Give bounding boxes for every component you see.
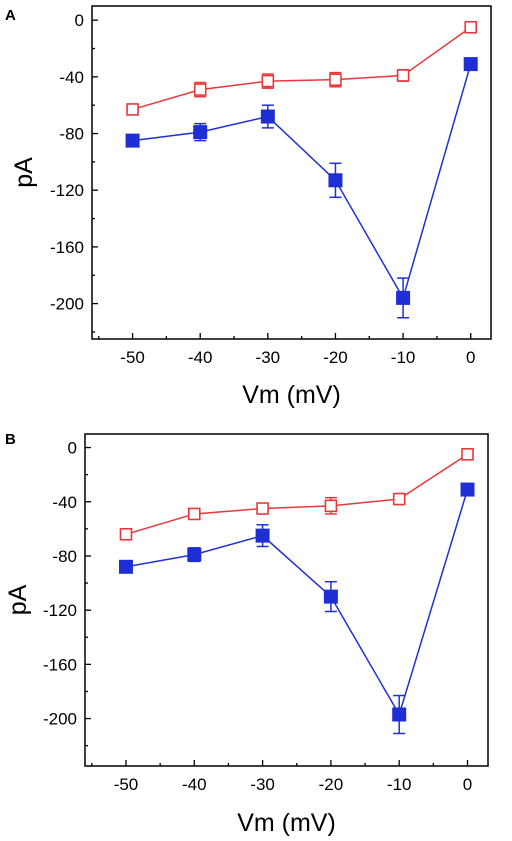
chart-b-open-series-point [256, 502, 269, 515]
chart-b-filled-series-point [118, 559, 133, 574]
chart-b-x-tick-label: -10 [387, 775, 412, 794]
chart-a-y-tick-label: -40 [59, 68, 84, 87]
chart-a-svg: A 0 -40 -80 -120 -160 -200 -50 -40 -30 -20 -10 0 Vm (… [5, 5, 492, 409]
chart-b-y-tick-label: -200 [43, 710, 77, 729]
chart-a-x-axis-title: Vm (mV) [242, 381, 341, 409]
chart-a-filled-series-point [328, 173, 343, 188]
chart-a-y-tick-label: -120 [50, 181, 84, 200]
chart-b-filled-series-point [460, 482, 475, 497]
chart-a-open-series-point [193, 83, 207, 96]
chart-b-open-series-point [187, 507, 201, 521]
chart-a-filled-series-point [193, 125, 208, 140]
chart-a-filled-series-line [132, 63, 472, 300]
chart-a-x-tick-label: -50 [120, 348, 145, 367]
chart-a-x-tick-label: -10 [391, 348, 416, 367]
chart-b-y-axis-title: pA [4, 584, 32, 615]
chart-b-plot-frame [84, 433, 489, 767]
chart-a-open-series-point [464, 20, 478, 34]
chart-b-panel-letter: B [5, 431, 16, 448]
chart-b-filled-series-point [392, 707, 407, 722]
chart-a-filled-series-point [463, 57, 478, 72]
chart-a-x-tick-label: 0 [466, 348, 475, 367]
chart-a-open-series-point [329, 73, 342, 86]
chart-a-filled-series-point [396, 290, 411, 305]
chart-b-x-tick-label: -30 [250, 775, 275, 794]
chart-b-open-series-point [324, 499, 338, 513]
chart-b-svg: B 0 -40 -80 -120 -160 -200 -50 -40 -30 -20 -10 0 Vm (… [4, 431, 489, 837]
chart-b-open-series-point [119, 527, 133, 541]
chart-a-y-axis-title: pA [10, 157, 38, 188]
chart-b-filled-series-line [125, 489, 469, 717]
chart-a-open-series-point [261, 74, 275, 88]
chart-panel-a: A 0 -40 -80 -120 -160 -200 -50 -40 -30 -20 -10 0 Vm (… [0, 0, 512, 420]
chart-b-filled-series-point [255, 528, 270, 543]
chart-b-y-tick-label: -80 [52, 547, 77, 566]
chart-b-open-series-point [461, 448, 474, 461]
chart-b-x-axis-title: Vm (mV) [237, 809, 336, 837]
chart-a-y-tick-label: -200 [50, 295, 84, 314]
chart-a-x-tick-label: -20 [323, 348, 348, 367]
chart-a-x-tick-label: -30 [256, 348, 281, 367]
chart-a-y-tick-label: -160 [50, 238, 84, 257]
chart-b-x-tick-label: -40 [182, 775, 207, 794]
chart-b-x-tick-label: -20 [319, 775, 344, 794]
chart-a-open-series-line [132, 26, 472, 111]
chart-a-open-series-point [396, 69, 410, 82]
chart-a-plot-frame [91, 5, 492, 340]
chart-b-open-series-point [392, 492, 406, 506]
chart-a-filled-series-point [260, 109, 275, 124]
chart-b-filled-series-point [323, 589, 338, 604]
chart-a-filled-series-point [125, 133, 140, 148]
chart-b-filled-series-point [187, 547, 202, 562]
chart-b-y-tick-label: 0 [68, 439, 77, 458]
chart-a-x-tick-label: -40 [188, 348, 213, 367]
chart-a-y-tick-label: -80 [59, 125, 84, 144]
chart-a-panel-letter: A [5, 7, 16, 24]
chart-panel-b: B 0 -40 -80 -120 -160 -200 -50 -40 -30 -20 -10 0 Vm (… [0, 420, 512, 841]
chart-a-open-series-point [126, 103, 139, 116]
chart-b-x-tick-label: -50 [114, 775, 139, 794]
chart-b-y-tick-label: -40 [52, 493, 77, 512]
chart-b-y-tick-label: -120 [43, 601, 77, 620]
chart-b-x-tick-label: 0 [463, 775, 472, 794]
chart-a-y-tick-label: 0 [75, 11, 84, 30]
chart-b-open-series-line [125, 453, 468, 535]
chart-b-y-tick-label: -160 [43, 655, 77, 674]
